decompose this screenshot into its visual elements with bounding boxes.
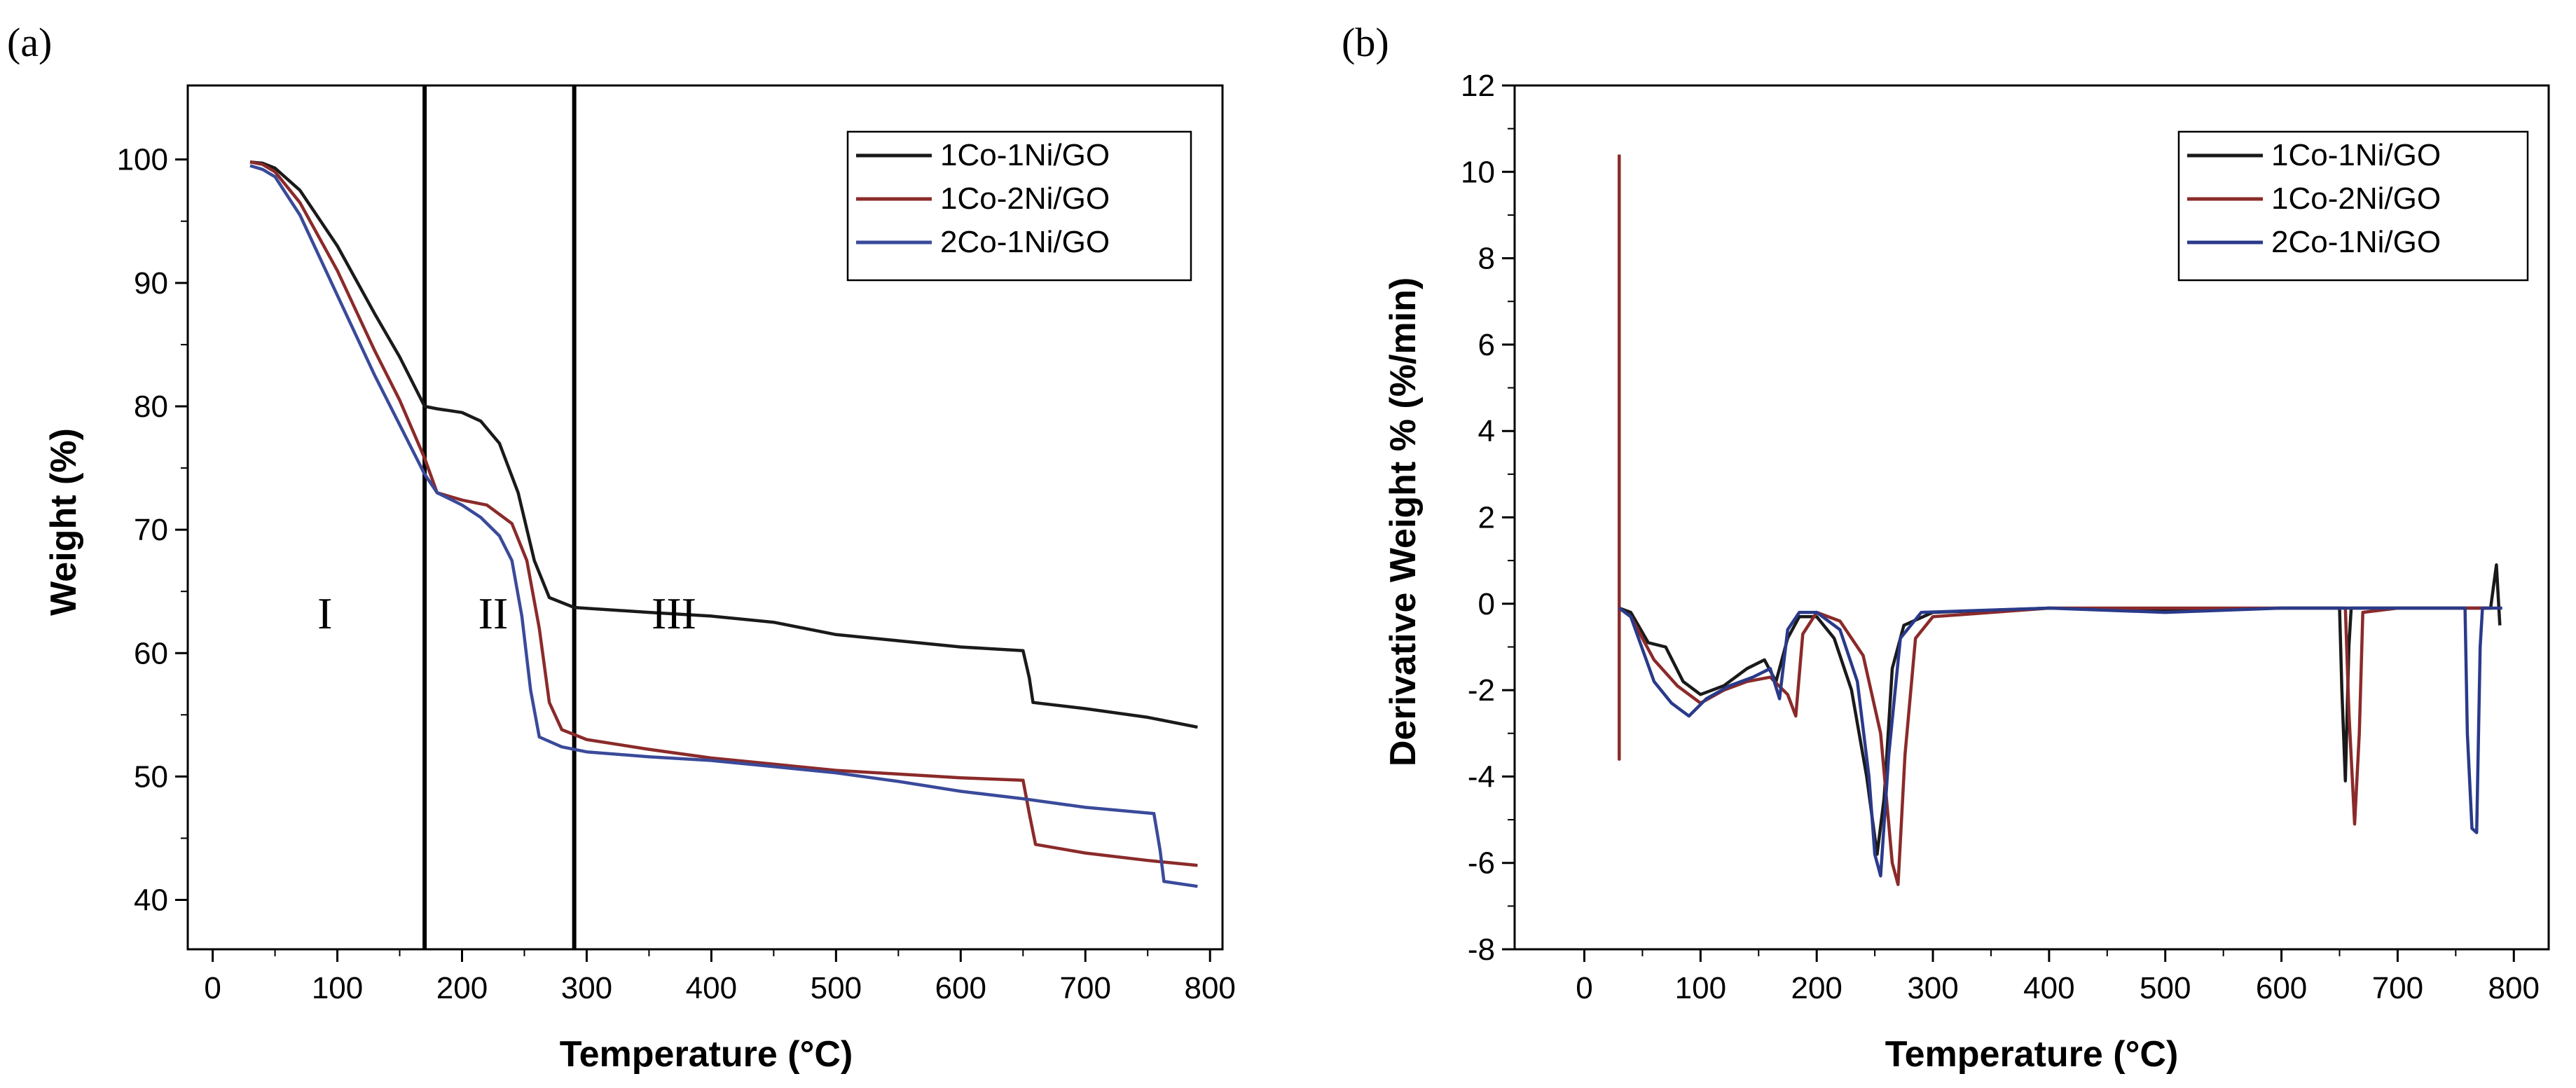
a-region-label-3: III [652, 588, 696, 638]
b-legend-entry-3: 2Co-1Ni/GO [2271, 225, 2441, 259]
b-series-line-1 [1618, 563, 2502, 856]
a-y-tick-label-40: 40 [134, 883, 168, 918]
panel-a-axes: 0 100 200 300 400 500 600 700 800 40 50 60 70 80 90 100 [117, 84, 1236, 1005]
a-y-tick-label-50: 50 [134, 759, 168, 794]
a-y-tick-label-80: 80 [134, 390, 168, 424]
panel-b-derivative-chart: (b) 0 100 200 300 400 500 600 700 800 -8 -6 -4 -2 0 2 4… [1342, 20, 2550, 1075]
a-x-tick-label-800: 800 [1184, 971, 1235, 1005]
a-series-line-2 [249, 160, 1198, 867]
b-y-tick-label--4: -4 [1468, 759, 1495, 794]
b-y-tick-label-8: 8 [1478, 242, 1495, 276]
b-x-tick-label-200: 200 [1791, 971, 1842, 1005]
b-y-tick-label-0: 0 [1478, 587, 1495, 621]
panel-a-x-axis-title: Temperature (°C) [560, 1034, 853, 1075]
panel-a-y-axis-title: Weight (%) [43, 428, 84, 616]
b-series-group [1618, 154, 2502, 886]
b-x-tick-label-300: 300 [1907, 971, 1958, 1005]
b-series-line-3 [1618, 606, 2502, 878]
a-x-tick-label-700: 700 [1060, 971, 1111, 1005]
b-y-tick-label-12: 12 [1461, 69, 1495, 103]
a-y-tick-label-70: 70 [134, 513, 168, 547]
a-frame [186, 84, 1224, 951]
a-series-line-3 [249, 164, 1198, 888]
b-y-tick-label-2: 2 [1478, 501, 1495, 535]
panel-a-legend: 1Co-1Ni/GO 1Co-2Ni/GO 2Co-1Ni/GO [846, 130, 1192, 282]
panel-b-plot-area [1618, 154, 2502, 886]
a-y-tick-label-90: 90 [134, 266, 168, 301]
a-x-tick-label-200: 200 [436, 971, 488, 1005]
b-y-tick-label-4: 4 [1478, 414, 1495, 448]
b-y-tick-label--6: -6 [1468, 846, 1495, 881]
b-x-tick-label-0: 0 [1576, 971, 1592, 1005]
a-x-tick-label-100: 100 [312, 971, 363, 1005]
a-x-tick-label-600: 600 [935, 971, 986, 1005]
b-x-tick-label-800: 800 [2488, 971, 2540, 1005]
b-x-tick-label-400: 400 [2023, 971, 2074, 1005]
b-x-tick-label-600: 600 [2256, 971, 2307, 1005]
a-legend-entry-1: 1Co-1Ni/GO [940, 138, 1110, 172]
a-x-tick-label-0: 0 [204, 971, 221, 1005]
a-y-tick-label-100: 100 [117, 143, 168, 177]
b-legend-entry-2: 1Co-2Ni/GO [2271, 181, 2441, 216]
a-x-tick-label-300: 300 [561, 971, 612, 1005]
panel-b-legend: 1Co-1Ni/GO 1Co-2Ni/GO 2Co-1Ni/GO [2177, 130, 2529, 282]
a-series-group [249, 85, 1198, 949]
panel-a-plot-area: I II III [249, 85, 1198, 949]
b-y-tick-label-10: 10 [1461, 155, 1495, 189]
a-y-tick-label-60: 60 [134, 636, 168, 670]
panel-a-label: (a) [7, 20, 52, 65]
b-y-tick-label--8: -8 [1468, 932, 1495, 967]
a-region-label-2: II [478, 588, 509, 638]
panel-a-weight-chart: (a) I II III 0 100 200 300 400 500 600 700 8004050… [7, 20, 1236, 1075]
b-y-tick-label--2: -2 [1468, 673, 1495, 708]
a-x-tick-label-500: 500 [811, 971, 862, 1005]
b-x-tick-label-700: 700 [2372, 971, 2423, 1005]
panel-b-label: (b) [1342, 20, 1389, 65]
a-x-tick-label-400: 400 [686, 971, 737, 1005]
b-x-tick-label-500: 500 [2140, 971, 2191, 1005]
b-legend-entry-1: 1Co-1Ni/GO [2271, 138, 2441, 172]
a-legend-entry-3: 2Co-1Ni/GO [940, 225, 1110, 259]
a-region-label-1: I [317, 588, 332, 638]
b-series-line-2 [1618, 154, 2491, 886]
a-legend-entry-2: 1Co-2Ni/GO [940, 181, 1110, 216]
panel-b-y-axis-title: Derivative Weight % (%/min) [1383, 277, 1424, 766]
panel-b-axes: 0 100 200 300 400 500 600 700 800 -8 -6 -4 -2 0 2 4 6 8 10… [1461, 69, 2550, 1005]
panel-b-x-axis-title: Temperature (°C) [1885, 1034, 2179, 1075]
b-y-tick-label-6: 6 [1478, 328, 1495, 362]
b-x-tick-label-100: 100 [1675, 971, 1726, 1005]
a-series-line-1 [249, 160, 1198, 729]
